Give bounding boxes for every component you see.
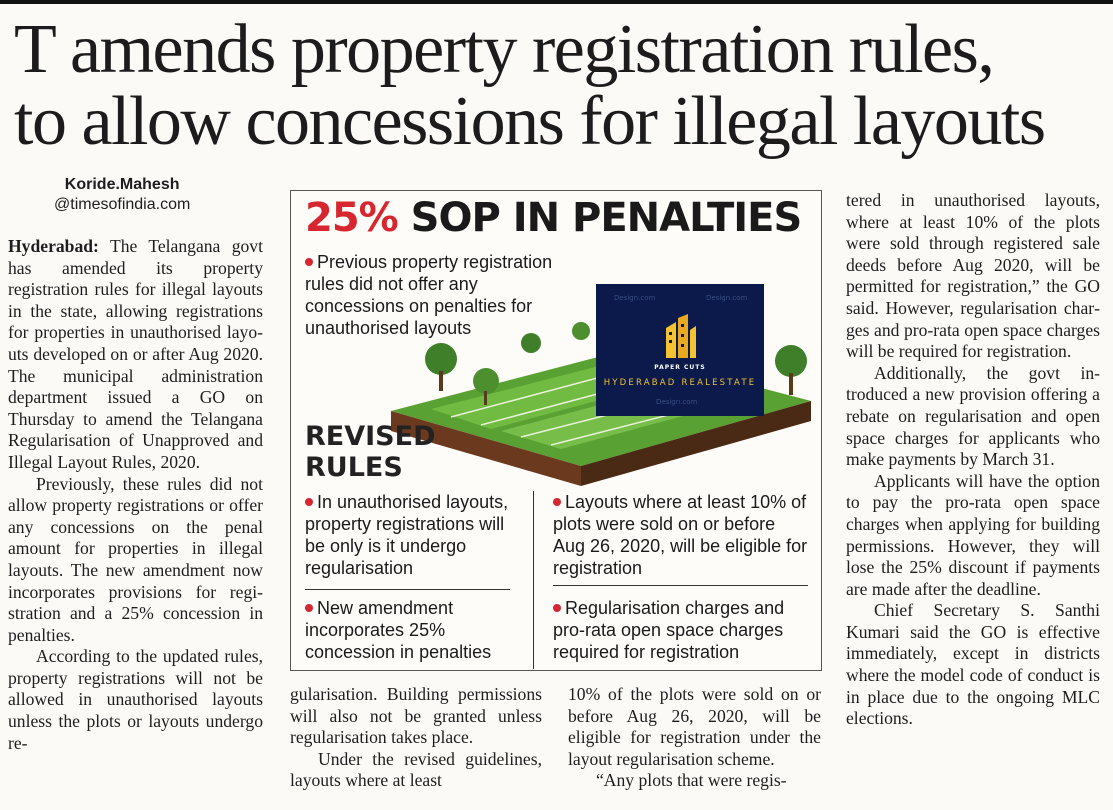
article-column-3: 10% of the plots were sold on or before … <box>568 684 821 792</box>
article-paragraph: 10% of the plots were sold on or before … <box>568 684 821 769</box>
article-column-1: Hyderabad: The Telangana govt has amende… <box>8 236 263 754</box>
article-column-2: gularisation. Building per­missions will… <box>290 684 542 792</box>
byline: Koride.Mahesh @timesofindia.com <box>54 176 190 214</box>
watermark-faint-text: Design.com <box>706 294 748 302</box>
bullet-divider <box>305 589 510 590</box>
byline-author: Koride.Mahesh <box>64 176 180 193</box>
watermark-faint-text: Design.com <box>614 294 656 302</box>
bullet-dot <box>553 604 561 612</box>
revised-heading-line-1: REVISED <box>305 421 436 452</box>
bullet-dot <box>305 498 313 506</box>
headline-line-2: to allow concessions for illegal layouts <box>14 83 1046 160</box>
revised-rule-bullet: Regularisation charges and pro-rata open… <box>553 597 808 663</box>
dateline: Hyderabad: <box>8 236 99 256</box>
article-paragraph: Additionally, the govt in­troduced a new… <box>846 362 1100 470</box>
revised-rule-text: New amendment incorporates 25% concessio… <box>305 598 492 662</box>
watermark-faint-text: Design.com <box>656 398 698 406</box>
infographic-title-percent: 25% <box>305 195 399 241</box>
revised-rule-bullet: Layouts where at least 10% of plots were… <box>553 491 808 579</box>
revised-heading-line-2: RULES <box>305 452 403 483</box>
watermark-overlay: Design.com Design.com Design.com PAPER C… <box>596 284 764 416</box>
revised-rule-text: Layouts where at least 10% of plots were… <box>553 492 808 578</box>
article-paragraph: Applicants will have the option to pay t… <box>846 470 1100 599</box>
previous-rule-bullet: Previous property registration rules did… <box>305 251 567 339</box>
top-rule <box>0 0 1113 4</box>
building-logo-icon <box>666 314 696 358</box>
paragraph-text: The Telangana govt has amended its prope… <box>8 236 263 472</box>
revised-rules-heading: REVISED RULES <box>305 421 435 483</box>
bullet-divider <box>553 585 808 586</box>
bullet-dot <box>305 258 313 266</box>
article-paragraph: “Any plots that were regis- <box>596 770 787 791</box>
article-paragraph: Under the revised guideli­nes, layouts w… <box>290 748 542 791</box>
column-divider <box>533 491 534 669</box>
revised-rule-text: Regularisation charges and pro-rata open… <box>553 598 785 662</box>
infographic-title-text: SOP IN PENALTIES <box>397 195 803 241</box>
infographic-title: 25% SOP IN PENALTIES <box>305 195 803 241</box>
headline-line-1: T amends property registration rules, <box>14 11 995 88</box>
byline-email: @timesofindia.com <box>54 196 191 213</box>
article-paragraph: According to the updated rules, property… <box>8 646 263 753</box>
article-paragraph: Chief Secretary S. Santhi Kumari said th… <box>846 600 1100 729</box>
article-paragraph: Hyderabad: The Telangana govt has amende… <box>8 236 263 474</box>
revised-rule-text: In unauthorised layouts, property regist… <box>305 492 509 578</box>
headline: T amends property registration rules, to… <box>14 14 1104 158</box>
watermark-tagline: PAPER CUTS <box>654 364 706 371</box>
watermark-brand: HYDERABAD REALESTATE <box>603 378 757 388</box>
article-column-4: tered in unauthorised layo­uts, where at… <box>846 190 1100 730</box>
infographic-box: 25% SOP IN PENALTIES Previous property r… <box>290 190 822 671</box>
previous-rule-text: Previous property registration rules did… <box>305 252 553 338</box>
revised-rule-bullet: New amendment incorporates 25% concessio… <box>305 597 520 663</box>
bullet-dot <box>553 498 561 506</box>
bullet-dot <box>305 604 313 612</box>
article-paragraph: tered in unauthorised layo­uts, where at… <box>846 190 1100 362</box>
article-paragraph: Previously, these rules did not allow pr… <box>8 473 263 645</box>
revised-rule-bullet: In unauthorised layouts, property regist… <box>305 491 520 579</box>
article-paragraph: gularisation. Building per­missions will… <box>290 684 542 748</box>
